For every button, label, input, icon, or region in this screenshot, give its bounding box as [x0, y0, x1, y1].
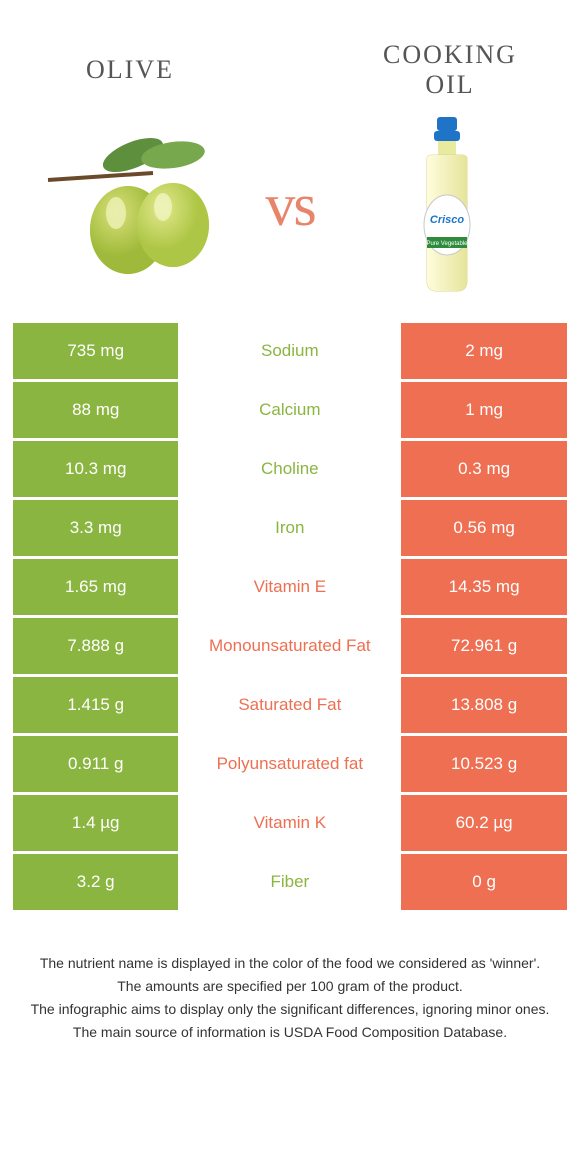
nutrient-label-cell: Monounsaturated Fat: [181, 618, 398, 674]
svg-text:Crisco: Crisco: [429, 214, 464, 226]
table-row: 10.3 mgCholine0.3 mg: [13, 441, 567, 497]
comparison-table-body: 735 mgSodium2 mg88 mgCalcium1 mg10.3 mgC…: [13, 323, 567, 910]
right-value-cell: 0 g: [401, 854, 567, 910]
nutrient-label-cell: Polyunsaturated fat: [181, 736, 398, 792]
table-row: 1.4 µgVitamin K60.2 µg: [13, 795, 567, 851]
right-value-cell: 10.523 g: [401, 736, 567, 792]
comparison-table: 735 mgSodium2 mg88 mgCalcium1 mg10.3 mgC…: [10, 320, 570, 913]
right-food-title: Cooking oil: [360, 40, 540, 100]
nutrient-label-cell: Choline: [181, 441, 398, 497]
nutrient-label-cell: Fiber: [181, 854, 398, 910]
right-value-cell: 13.808 g: [401, 677, 567, 733]
table-row: 3.2 gFiber0 g: [13, 854, 567, 910]
footer-line-1: The nutrient name is displayed in the co…: [30, 953, 550, 974]
header-row: Olive Cooking oil: [0, 0, 580, 110]
nutrient-label-cell: Calcium: [181, 382, 398, 438]
footer-line-2: The amounts are specified per 100 gram o…: [30, 976, 550, 997]
table-row: 88 mgCalcium1 mg: [13, 382, 567, 438]
nutrient-label-cell: Vitamin E: [181, 559, 398, 615]
nutrient-label-cell: Iron: [181, 500, 398, 556]
left-value-cell: 88 mg: [13, 382, 178, 438]
left-value-cell: 1.4 µg: [13, 795, 178, 851]
right-value-cell: 0.3 mg: [401, 441, 567, 497]
right-value-cell: 60.2 µg: [401, 795, 567, 851]
table-row: 3.3 mgIron0.56 mg: [13, 500, 567, 556]
left-value-cell: 10.3 mg: [13, 441, 178, 497]
right-value-cell: 1 mg: [401, 382, 567, 438]
left-value-cell: 3.3 mg: [13, 500, 178, 556]
nutrient-label-cell: Vitamin K: [181, 795, 398, 851]
left-value-cell: 1.65 mg: [13, 559, 178, 615]
right-value-cell: 0.56 mg: [401, 500, 567, 556]
nutrient-label-cell: Sodium: [181, 323, 398, 379]
table-row: 7.888 gMonounsaturated Fat72.961 g: [13, 618, 567, 674]
left-value-cell: 1.415 g: [13, 677, 178, 733]
left-value-cell: 7.888 g: [13, 618, 178, 674]
olive-image: [38, 120, 228, 290]
right-value-cell: 14.35 mg: [401, 559, 567, 615]
nutrient-label-cell: Saturated Fat: [181, 677, 398, 733]
left-food-title: Olive: [40, 55, 220, 85]
table-row: 735 mgSodium2 mg: [13, 323, 567, 379]
table-row: 1.415 gSaturated Fat13.808 g: [13, 677, 567, 733]
svg-text:Pure Vegetable: Pure Vegetable: [426, 241, 468, 247]
footer-notes: The nutrient name is displayed in the co…: [30, 953, 550, 1043]
vs-label: vs: [265, 171, 314, 240]
left-value-cell: 3.2 g: [13, 854, 178, 910]
left-value-cell: 735 mg: [13, 323, 178, 379]
right-value-cell: 72.961 g: [401, 618, 567, 674]
cooking-oil-image: Crisco Pure Vegetable: [352, 120, 542, 290]
table-row: 0.911 gPolyunsaturated fat10.523 g: [13, 736, 567, 792]
left-value-cell: 0.911 g: [13, 736, 178, 792]
right-value-cell: 2 mg: [401, 323, 567, 379]
footer-line-3: The infographic aims to display only the…: [30, 999, 550, 1020]
footer-line-4: The main source of information is USDA F…: [30, 1022, 550, 1043]
images-row: vs Crisco Pure Vegetable: [0, 110, 580, 320]
table-row: 1.65 mgVitamin E14.35 mg: [13, 559, 567, 615]
